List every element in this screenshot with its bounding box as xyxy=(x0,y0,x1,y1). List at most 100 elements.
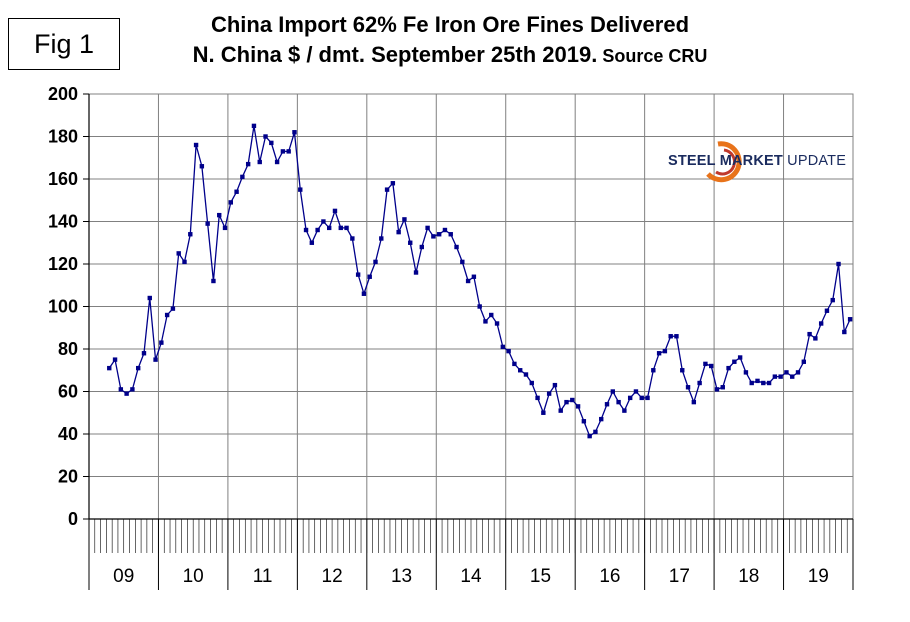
price-point xyxy=(790,374,795,379)
price-point xyxy=(732,359,737,364)
price-point xyxy=(217,212,222,218)
price-point xyxy=(460,259,465,265)
price-point xyxy=(211,278,216,284)
price-point xyxy=(662,348,668,354)
figure-label: Fig 1 xyxy=(8,18,120,70)
price-point xyxy=(546,391,552,396)
y-tick-label: 160 xyxy=(48,169,78,189)
x-year-label: 19 xyxy=(808,566,829,587)
y-tick-label: 200 xyxy=(48,84,78,104)
price-point xyxy=(651,368,656,373)
price-point xyxy=(245,161,251,167)
price-point xyxy=(842,329,847,335)
x-year-label: 09 xyxy=(113,566,134,587)
price-point xyxy=(720,385,725,390)
price-point xyxy=(627,395,633,401)
price-point xyxy=(680,368,685,373)
price-point xyxy=(535,395,540,401)
price-point xyxy=(315,227,320,233)
price-point xyxy=(599,416,604,422)
y-tick-label: 40 xyxy=(58,424,78,444)
price-point xyxy=(847,317,853,322)
price-point xyxy=(755,378,760,384)
x-axis-month-ticks xyxy=(88,519,854,590)
price-point xyxy=(633,389,639,394)
price-point xyxy=(396,229,401,235)
price-point xyxy=(766,380,772,386)
chart-title-line1: China Import 62% Fe Iron Ore Fines Deliv… xyxy=(210,12,690,37)
price-point xyxy=(112,357,118,362)
price-point xyxy=(141,351,147,356)
logo-text-steel-market: STEEL MARKET xyxy=(668,153,783,169)
price-point xyxy=(390,181,396,186)
price-point xyxy=(575,404,581,409)
price-point xyxy=(309,240,315,245)
price-point xyxy=(593,429,598,435)
price-point xyxy=(506,348,511,354)
y-tick-label: 180 xyxy=(48,127,78,147)
price-point xyxy=(622,408,627,413)
price-point xyxy=(761,380,766,386)
price-point xyxy=(344,225,349,231)
price-point xyxy=(436,232,442,237)
price-point xyxy=(182,259,187,265)
price-point xyxy=(570,397,575,403)
x-year-label: 16 xyxy=(599,566,620,587)
price-point xyxy=(228,200,233,205)
price-point xyxy=(471,274,477,279)
price-point xyxy=(587,433,592,439)
price-point xyxy=(199,164,205,169)
price-point xyxy=(402,217,407,222)
price-point xyxy=(408,240,413,245)
price-point xyxy=(830,297,835,303)
price-point xyxy=(118,387,124,392)
price-point xyxy=(107,365,112,371)
price-point xyxy=(454,244,459,250)
price-point xyxy=(772,374,778,379)
price-point xyxy=(518,368,523,373)
price-point xyxy=(379,236,384,241)
price-point xyxy=(512,361,517,367)
price-point xyxy=(477,304,482,309)
y-tick-label: 20 xyxy=(58,467,78,487)
price-point xyxy=(257,159,262,165)
price-point xyxy=(494,321,500,326)
price-point xyxy=(188,232,193,237)
price-point xyxy=(147,295,152,301)
price-point xyxy=(240,174,245,180)
price-point xyxy=(639,395,644,401)
price-point xyxy=(222,225,228,231)
price-point xyxy=(327,225,332,231)
price-point xyxy=(176,251,181,256)
price-point xyxy=(616,399,621,405)
price-point xyxy=(500,344,506,350)
price-series xyxy=(107,123,853,439)
price-point xyxy=(367,274,372,279)
chart-title-source: Source CRU xyxy=(597,46,708,66)
chart-title-date: N. China $ / dmt. September 25th 2019. xyxy=(192,42,598,67)
y-tick-label: 60 xyxy=(58,382,78,402)
price-point xyxy=(807,331,812,337)
price-point xyxy=(836,261,841,267)
price-point xyxy=(523,372,529,377)
price-point xyxy=(124,391,129,396)
x-year-label: 17 xyxy=(669,566,690,587)
x-year-label: 11 xyxy=(253,566,273,587)
price-point xyxy=(813,336,818,341)
price-point xyxy=(691,399,697,405)
logo-text: STEEL MARKET UPDATE xyxy=(668,153,846,169)
price-point xyxy=(448,232,453,237)
price-point xyxy=(153,357,158,362)
price-point xyxy=(483,319,488,324)
price-point xyxy=(824,308,830,313)
price-point xyxy=(332,208,338,214)
price-point xyxy=(656,351,662,356)
chart-title-line2: N. China $ / dmt. September 25th 2019. S… xyxy=(130,40,770,71)
price-point xyxy=(697,380,702,386)
logo-text-update: UPDATE xyxy=(782,153,847,169)
y-tick-label: 100 xyxy=(48,297,78,317)
chart-title: China Import 62% Fe Iron Ore Fines Deliv… xyxy=(130,10,770,71)
price-point xyxy=(419,244,424,250)
y-tick-label: 80 xyxy=(58,339,78,359)
